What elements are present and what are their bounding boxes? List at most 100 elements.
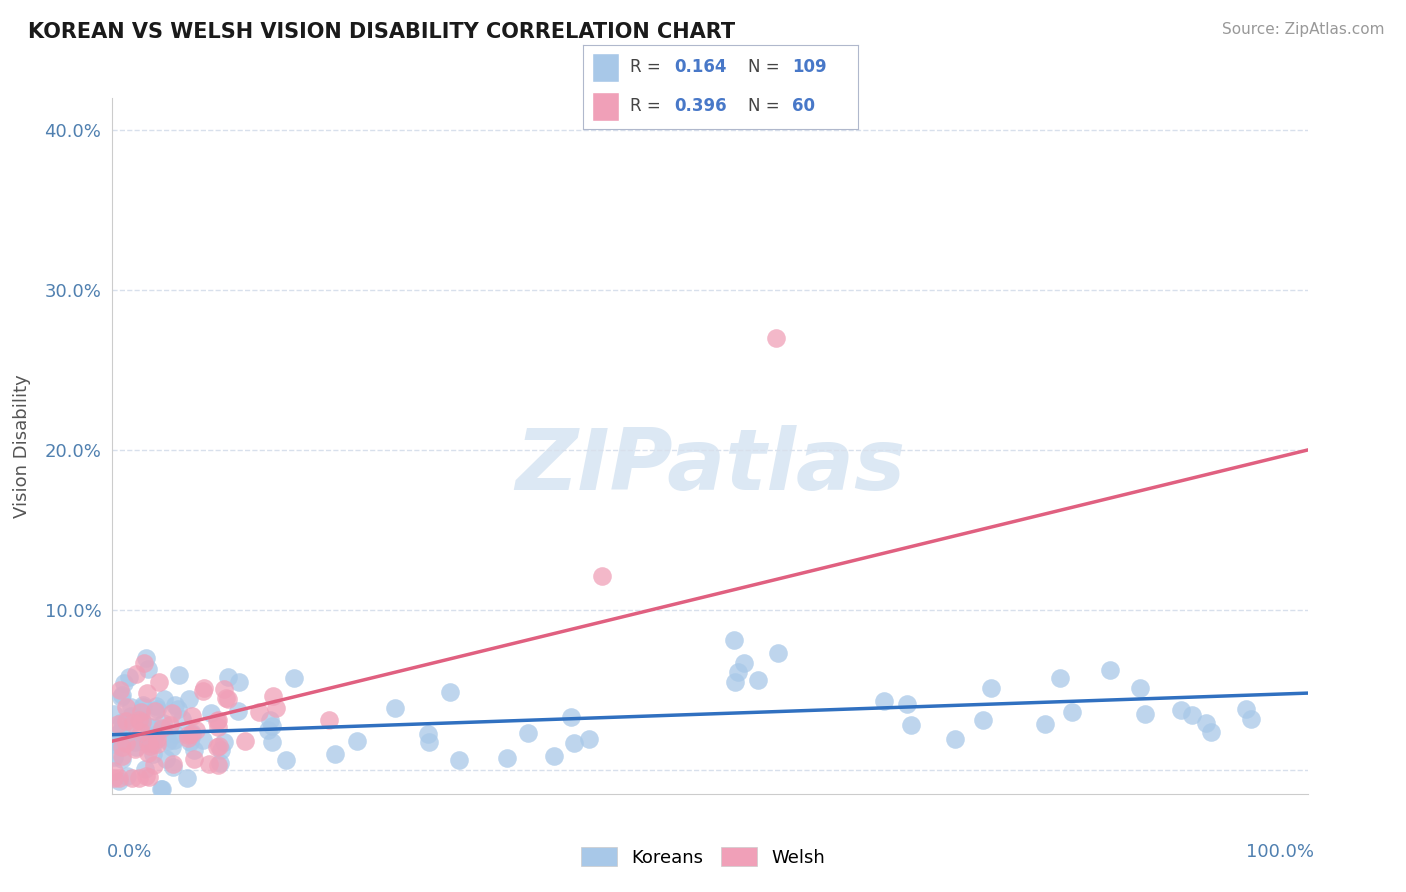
Point: [162, 706, 184, 721]
Point: [283, 671, 305, 685]
Point: [1033, 716, 1056, 731]
Point: [208, 739, 231, 753]
Point: [183, 743, 205, 757]
Point: [150, 721, 173, 735]
Point: [176, 771, 198, 785]
Point: [723, 633, 745, 648]
Point: [179, 691, 201, 706]
Point: [115, 714, 138, 728]
Y-axis label: Vision Disability: Vision Disability: [13, 374, 31, 518]
Point: [105, 733, 128, 747]
Point: [122, 715, 145, 730]
Point: [384, 700, 406, 714]
Point: [108, 683, 131, 698]
Point: [136, 736, 159, 750]
Point: [972, 714, 994, 728]
Text: ZIPatlas: ZIPatlas: [515, 425, 905, 508]
Point: [447, 753, 470, 767]
Point: [495, 751, 517, 765]
Point: [562, 736, 585, 750]
Point: [724, 674, 747, 689]
Point: [110, 723, 132, 737]
Point: [111, 749, 134, 764]
Point: [191, 684, 214, 698]
Point: [262, 719, 284, 733]
Point: [118, 670, 141, 684]
Point: [215, 690, 238, 705]
Point: [107, 716, 129, 731]
Text: R =: R =: [630, 97, 661, 115]
Point: [120, 716, 142, 731]
Text: KOREAN VS WELSH VISION DISABILITY CORRELATION CHART: KOREAN VS WELSH VISION DISABILITY CORREL…: [28, 22, 735, 42]
Point: [180, 729, 202, 743]
Point: [162, 760, 184, 774]
Text: 100.0%: 100.0%: [1246, 843, 1313, 861]
Point: [200, 706, 222, 720]
Point: [155, 752, 177, 766]
Text: Source: ZipAtlas.com: Source: ZipAtlas.com: [1222, 22, 1385, 37]
Point: [980, 681, 1002, 695]
Point: [727, 665, 749, 679]
Point: [591, 568, 613, 582]
Point: [1099, 663, 1122, 677]
Point: [150, 782, 173, 797]
Point: [262, 689, 284, 703]
Point: [183, 752, 205, 766]
Point: [108, 771, 131, 785]
Point: [163, 727, 186, 741]
Point: [207, 740, 229, 755]
Point: [900, 718, 922, 732]
Point: [318, 713, 340, 727]
Point: [733, 656, 755, 670]
Point: [134, 762, 156, 776]
Point: [181, 709, 204, 723]
Point: [110, 690, 132, 704]
Point: [103, 764, 125, 779]
Point: [186, 723, 208, 738]
Point: [943, 731, 966, 746]
Point: [131, 698, 153, 713]
Point: [152, 716, 174, 731]
Point: [323, 747, 346, 762]
Point: [110, 737, 132, 751]
Point: [135, 651, 157, 665]
Point: [149, 782, 172, 797]
Point: [439, 685, 461, 699]
Point: [121, 771, 143, 785]
Point: [1062, 706, 1084, 720]
Point: [148, 675, 170, 690]
Bar: [592, 92, 619, 120]
Point: [207, 714, 229, 729]
Point: [124, 739, 146, 754]
Point: [131, 714, 153, 729]
Point: [191, 732, 214, 747]
Point: [214, 735, 236, 749]
Point: [103, 750, 125, 764]
Point: [112, 676, 135, 690]
Point: [177, 728, 200, 742]
Point: [765, 331, 787, 345]
Point: [128, 771, 150, 785]
Point: [1129, 681, 1152, 696]
Text: 0.164: 0.164: [673, 59, 727, 77]
Legend: Koreans, Welsh: Koreans, Welsh: [574, 840, 832, 874]
Point: [163, 733, 186, 747]
Point: [212, 682, 235, 697]
Point: [111, 739, 134, 754]
Point: [197, 756, 219, 771]
Point: [136, 746, 159, 760]
Point: [104, 734, 127, 748]
Point: [131, 713, 153, 727]
Point: [747, 673, 769, 687]
Point: [217, 692, 239, 706]
Point: [135, 769, 157, 783]
Point: [152, 692, 174, 706]
Point: [160, 739, 183, 754]
Point: [157, 734, 180, 748]
Point: [138, 720, 160, 734]
Point: [124, 734, 146, 748]
Point: [111, 752, 134, 766]
Point: [516, 726, 538, 740]
Point: [1181, 707, 1204, 722]
Point: [111, 688, 134, 702]
